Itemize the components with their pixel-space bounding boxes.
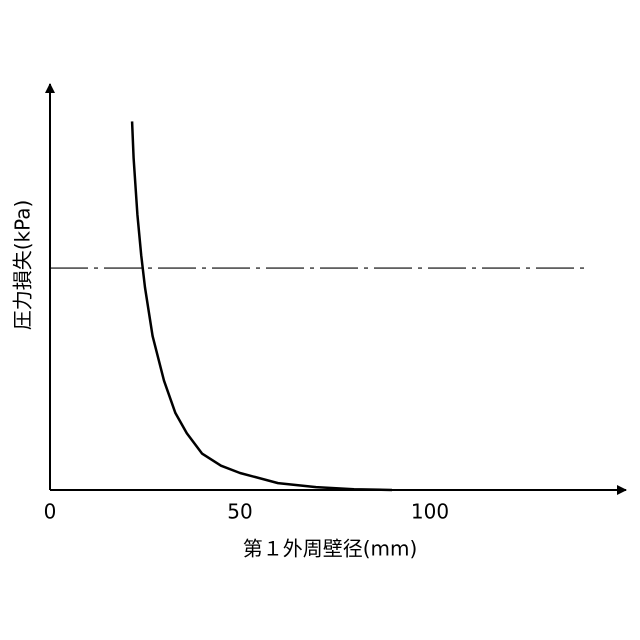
x-tick-label: 0 <box>44 500 57 524</box>
x-tick-label: 100 <box>411 500 449 524</box>
y-axis-label: 圧力損失(kPa) <box>11 200 35 331</box>
data-line <box>132 121 392 490</box>
x-tick-label: 50 <box>227 500 252 524</box>
x-axis-label: 第１外周壁径(mm) <box>243 537 418 561</box>
chart: 第１外周壁径(mm) 圧力損失(kPa) 0 50 100 <box>0 0 640 640</box>
